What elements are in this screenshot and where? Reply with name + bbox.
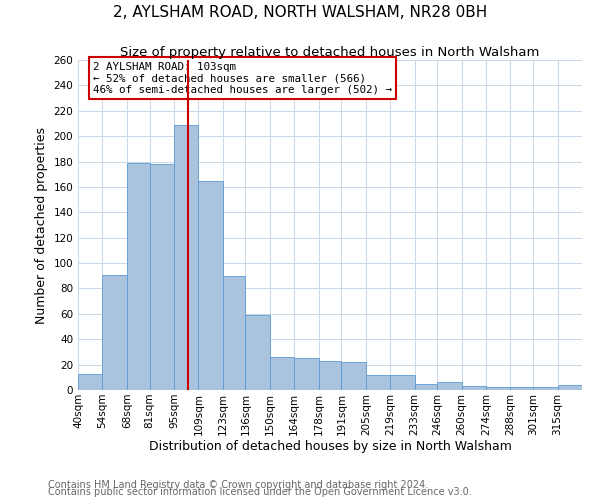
Bar <box>270 357 294 390</box>
Bar <box>127 163 149 390</box>
Bar <box>341 362 366 390</box>
Title: Size of property relative to detached houses in North Walsham: Size of property relative to detached ho… <box>121 46 539 59</box>
Bar <box>174 124 199 390</box>
Y-axis label: Number of detached properties: Number of detached properties <box>35 126 48 324</box>
Bar <box>437 382 461 390</box>
Bar <box>557 385 582 390</box>
Bar <box>511 388 533 390</box>
Bar <box>486 388 511 390</box>
Text: 2 AYLSHAM ROAD: 103sqm
← 52% of detached houses are smaller (566)
46% of semi-de: 2 AYLSHAM ROAD: 103sqm ← 52% of detached… <box>93 62 392 95</box>
Bar <box>533 388 557 390</box>
Bar <box>199 180 223 390</box>
Bar <box>149 164 174 390</box>
Bar <box>415 384 437 390</box>
Bar <box>103 274 127 390</box>
Bar <box>390 375 415 390</box>
Bar <box>294 358 319 390</box>
Bar <box>78 374 103 390</box>
Bar <box>245 315 270 390</box>
Text: Contains public sector information licensed under the Open Government Licence v3: Contains public sector information licen… <box>48 487 472 497</box>
Bar <box>319 361 341 390</box>
Bar <box>461 386 486 390</box>
Bar <box>366 375 390 390</box>
Bar <box>223 276 245 390</box>
X-axis label: Distribution of detached houses by size in North Walsham: Distribution of detached houses by size … <box>149 440 511 454</box>
Text: Contains HM Land Registry data © Crown copyright and database right 2024.: Contains HM Land Registry data © Crown c… <box>48 480 428 490</box>
Text: 2, AYLSHAM ROAD, NORTH WALSHAM, NR28 0BH: 2, AYLSHAM ROAD, NORTH WALSHAM, NR28 0BH <box>113 5 487 20</box>
